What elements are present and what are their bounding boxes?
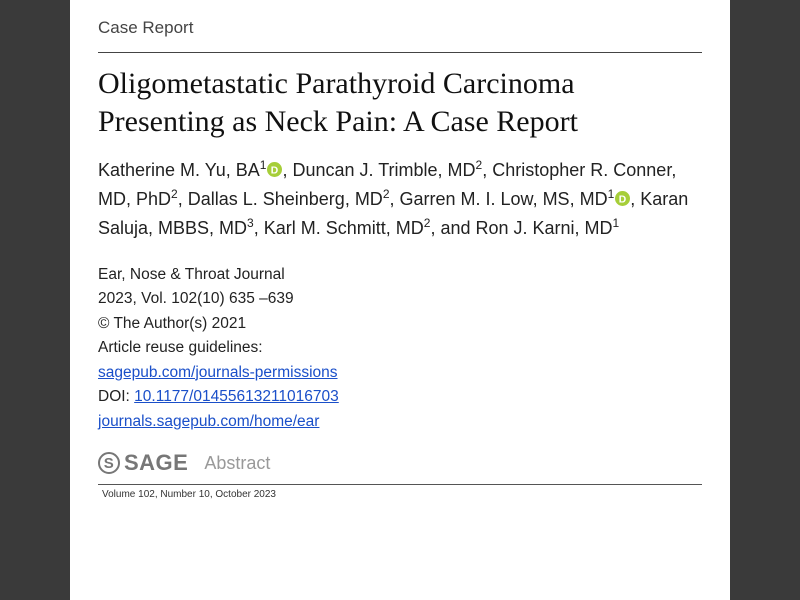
sage-logo-icon: S xyxy=(98,452,120,474)
page-footer: Volume 102, Number 10, October 2023 xyxy=(98,485,702,500)
author-separator: , xyxy=(630,189,640,209)
author-affiliation: 3 xyxy=(247,216,254,230)
citation-line: 2023, Vol. 102(10) 635 –639 xyxy=(98,287,702,311)
author-name: Dallas L. Sheinberg, MD xyxy=(188,189,383,209)
author-affiliation: 1 xyxy=(608,187,615,201)
article-page: Case Report Oligometastatic Parathyroid … xyxy=(70,0,730,600)
author-affiliation: 2 xyxy=(383,187,390,201)
top-rule xyxy=(98,52,702,53)
doi-link[interactable]: 10.1177/01455613211016703 xyxy=(134,388,339,405)
author-separator: , and xyxy=(430,218,475,238)
author-name: Katherine M. Yu, BA xyxy=(98,160,260,180)
author-name: Ron J. Karni, MD xyxy=(476,218,613,238)
author-list: Katherine M. Yu, BA1D, Duncan J. Trimble… xyxy=(98,156,702,243)
author-affiliation: 1 xyxy=(260,158,267,172)
author-separator: , xyxy=(178,189,188,209)
author-name: Karl M. Schmitt, MD xyxy=(264,218,424,238)
permissions-link[interactable]: sagepub.com/journals-permissions xyxy=(98,364,338,381)
author-affiliation: 1 xyxy=(613,216,620,230)
author-name: Duncan J. Trimble, MD xyxy=(292,160,475,180)
author-affiliation: 2 xyxy=(171,187,178,201)
abstract-heading: Abstract xyxy=(204,453,270,474)
author-name: Garren M. I. Low, MS, MD xyxy=(400,189,608,209)
reuse-label: Article reuse guidelines: xyxy=(98,336,702,360)
copyright-line: © The Author(s) 2021 xyxy=(98,312,702,336)
author-separator: , xyxy=(282,160,292,180)
article-title: Oligometastatic Parathyroid Carcinoma Pr… xyxy=(98,65,702,140)
orcid-icon[interactable]: D xyxy=(615,191,630,206)
journal-home-link[interactable]: journals.sagepub.com/home/ear xyxy=(98,413,319,430)
publisher-row: SSAGE Abstract xyxy=(98,450,702,476)
journal-name: Ear, Nose & Throat Journal xyxy=(98,263,702,287)
doi-label: DOI: xyxy=(98,388,134,405)
article-metadata: Ear, Nose & Throat Journal 2023, Vol. 10… xyxy=(98,263,702,434)
author-separator: , xyxy=(390,189,400,209)
author-separator: , xyxy=(254,218,264,238)
sage-logo-text: SAGE xyxy=(124,450,188,476)
orcid-icon[interactable]: D xyxy=(267,162,282,177)
article-type-label: Case Report xyxy=(98,18,702,38)
author-separator: , xyxy=(482,160,492,180)
sage-logo: SSAGE xyxy=(98,450,188,476)
svg-text:D: D xyxy=(619,194,626,205)
svg-text:D: D xyxy=(271,165,278,176)
